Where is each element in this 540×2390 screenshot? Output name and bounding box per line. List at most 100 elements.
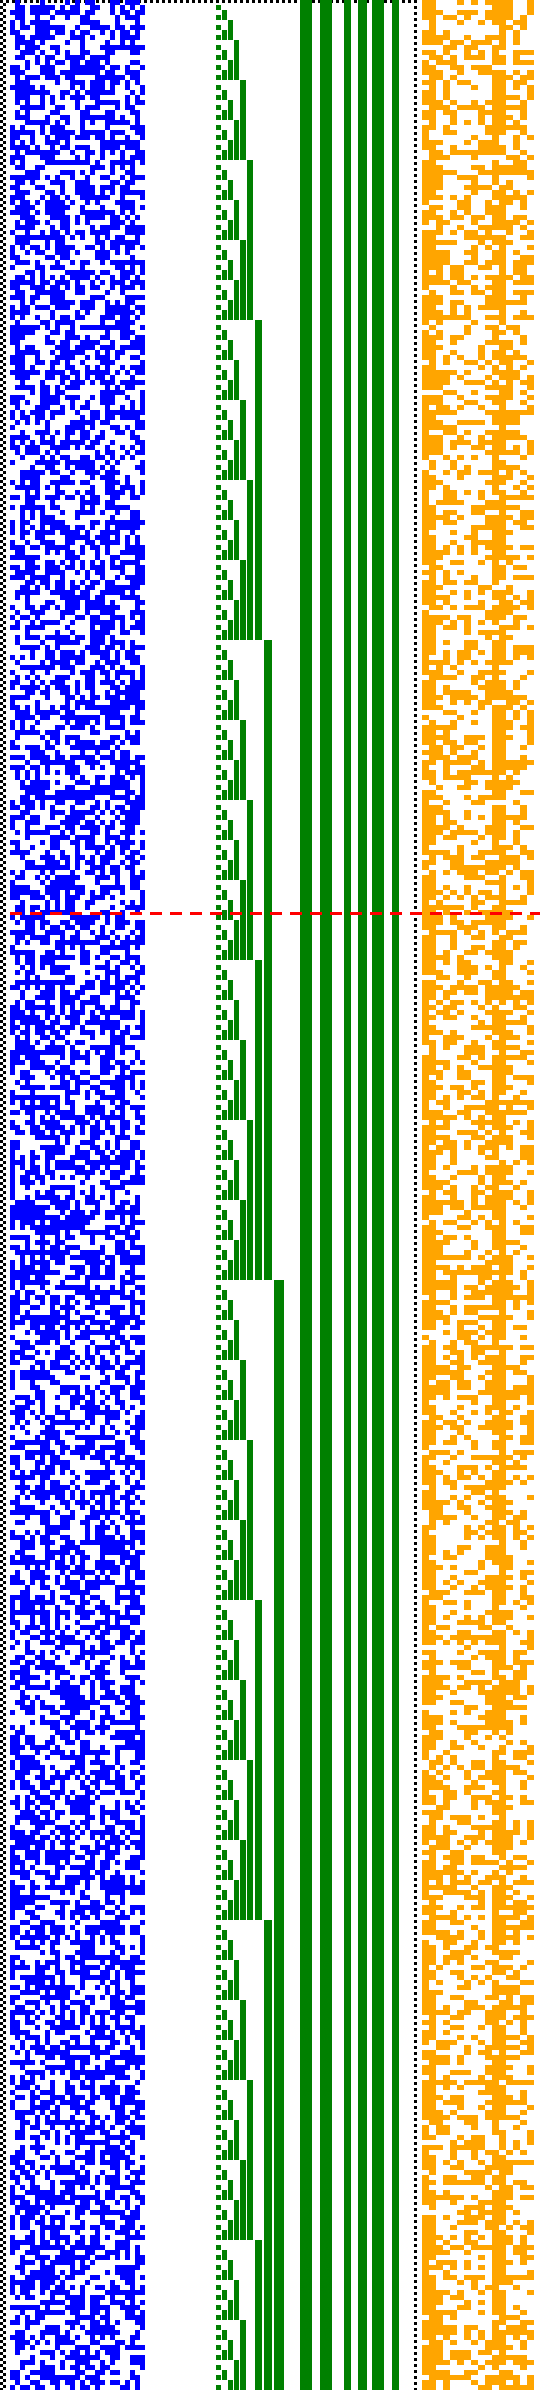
noise-cell: [20, 1160, 25, 1165]
noise-cell: [105, 225, 110, 230]
noise-cell: [105, 450, 110, 455]
border-dot: [0, 2052, 3, 2055]
noise-cell: [105, 505, 110, 510]
noise-cell: [125, 695, 130, 700]
border-dot: [0, 750, 3, 753]
border-dot: [0, 1998, 3, 2001]
border-dot: [414, 1890, 417, 1893]
noise-cell: [135, 850, 140, 855]
noise-cell: [30, 180, 35, 185]
border-dot: [414, 654, 417, 657]
noise-cell: [60, 70, 65, 75]
border-dot: [0, 1470, 3, 1473]
noise-cell: [90, 490, 95, 495]
noise-cell: [45, 575, 50, 580]
border-dot: [414, 114, 417, 117]
noise-cell: [25, 310, 30, 315]
noise-cell: [115, 990, 120, 995]
noise-cell: [20, 1250, 25, 1255]
noise-cell: [65, 70, 70, 75]
noise-cell: [60, 790, 65, 795]
noise-cell: [130, 805, 135, 810]
noise-cell: [30, 715, 35, 720]
border-dot: [0, 2316, 3, 2319]
noise-cell: [100, 1230, 105, 1235]
border-dot: [414, 1494, 417, 1497]
border-dot: [3, 873, 6, 876]
noise-cell: [120, 1245, 125, 1250]
noise-cell: [10, 555, 15, 560]
noise-cell: [15, 715, 20, 720]
noise-cell: [65, 340, 70, 345]
noise-cell: [40, 1180, 45, 1185]
noise-cell: [75, 445, 80, 450]
border-dot: [0, 2256, 3, 2259]
border-dot: [3, 669, 6, 672]
noise-cell: [60, 580, 65, 585]
noise-cell: [70, 330, 75, 335]
noise-cell: [40, 920, 45, 925]
border-dot: [3, 1221, 6, 1224]
noise-cell: [100, 355, 105, 360]
border-dot: [3, 1419, 6, 1422]
border-dot: [0, 240, 3, 243]
noise-cell: [115, 15, 120, 20]
border-dot: [96, 0, 99, 3]
noise-cell: [115, 105, 120, 110]
noise-cell: [50, 190, 55, 195]
noise-cell: [35, 30, 40, 35]
border-dot: [414, 678, 417, 681]
noise-cell: [85, 1020, 90, 1025]
noise-cell: [50, 970, 55, 975]
border-dot: [3, 1053, 6, 1056]
noise-cell: [90, 1165, 95, 1170]
noise-cell: [95, 75, 100, 80]
noise-cell: [35, 290, 40, 295]
border-dot: [0, 444, 3, 447]
noise-cell: [55, 150, 60, 155]
noise-cell: [40, 580, 45, 585]
border-dot: [3, 2247, 6, 2250]
border-dot: [3, 291, 6, 294]
noise-cell: [40, 265, 45, 270]
noise-cell: [115, 120, 120, 125]
border-dot: [0, 762, 3, 765]
noise-cell: [95, 620, 100, 625]
noise-cell: [55, 1125, 60, 1130]
noise-cell: [70, 905, 75, 910]
noise-cell: [15, 260, 20, 265]
noise-cell: [95, 545, 100, 550]
border-dot: [0, 66, 3, 69]
noise-cell: [110, 375, 115, 380]
border-dot: [3, 831, 6, 834]
noise-cell: [85, 175, 90, 180]
border-dot: [414, 1062, 417, 1065]
noise-cell: [135, 80, 140, 85]
border-dot: [3, 1347, 6, 1350]
border-dot: [414, 2148, 417, 2151]
noise-cell: [75, 1075, 80, 1080]
border-dot: [414, 1506, 417, 1509]
noise-cell: [45, 210, 50, 215]
noise-cell: [90, 25, 95, 30]
noise-cell: [140, 1130, 145, 1135]
noise-cell: [25, 280, 30, 285]
noise-cell: [20, 780, 25, 785]
noise-cell: [25, 980, 30, 985]
noise-cell: [105, 1010, 110, 1015]
noise-cell: [40, 470, 45, 475]
noise-cell: [85, 1200, 90, 1205]
border-dot: [0, 834, 3, 837]
noise-cell: [40, 1135, 45, 1140]
noise-cell: [25, 175, 30, 180]
noise-cell: [70, 590, 75, 595]
noise-cell: [125, 335, 130, 340]
border-dot: [414, 1308, 417, 1311]
noise-cell: [60, 520, 65, 525]
noise-cell: [70, 900, 75, 905]
noise-cell: [40, 1225, 45, 1230]
noise-cell: [60, 340, 65, 345]
noise-cell: [110, 50, 115, 55]
noise-cell: [40, 1175, 45, 1180]
border-dot: [414, 648, 417, 651]
